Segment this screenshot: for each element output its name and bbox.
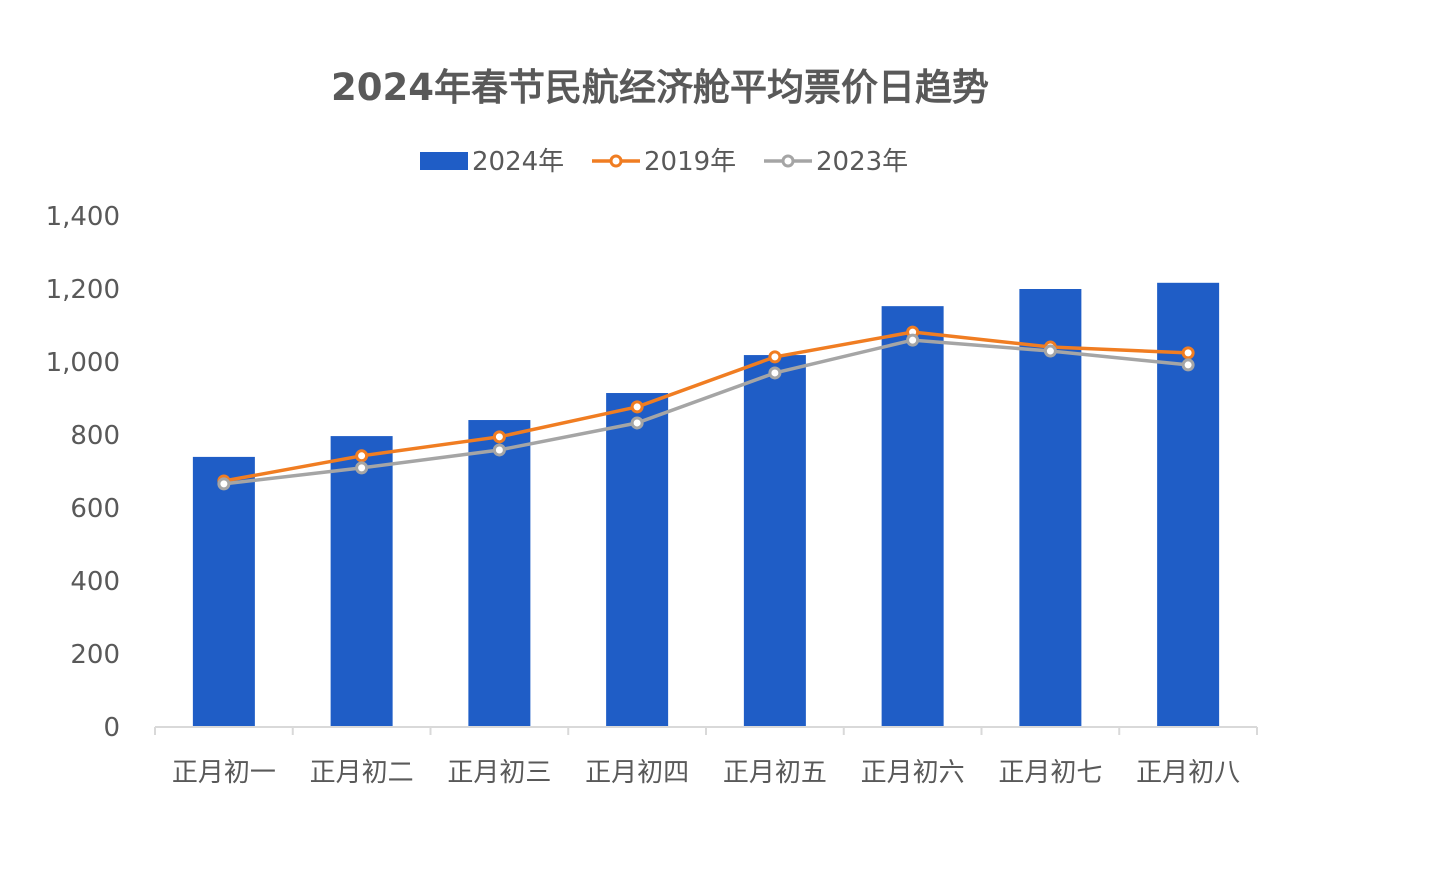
bar-2024年 <box>468 420 531 727</box>
bar-2024年 <box>743 355 806 727</box>
y-tick-label: 1,400 <box>46 202 120 232</box>
x-tick-label: 正月初七 <box>998 758 1102 788</box>
point-2023年 <box>1043 344 1057 358</box>
point-2023年 <box>217 477 231 491</box>
point-2019年 <box>1181 346 1195 360</box>
point-2023年 <box>492 443 506 457</box>
y-tick-label: 1,000 <box>46 348 120 378</box>
y-tick-label: 0 <box>103 713 120 743</box>
legend-marker-2019年 <box>609 154 623 168</box>
x-tick-label: 正月初四 <box>585 758 689 788</box>
x-tick-label: 正月初三 <box>447 758 551 788</box>
x-tick-label: 正月初六 <box>861 758 965 788</box>
legend-label: 2019年 <box>644 147 736 177</box>
x-axis: 正月初一 正月初二 正月初三 正月初四 正月初五 正月初六 正月初七 正月初八 <box>154 726 1258 788</box>
bar-2024年 <box>330 436 393 727</box>
y-tick-label: 400 <box>70 567 120 597</box>
point-2019年 <box>768 350 782 364</box>
legend-label: 2023年 <box>816 147 908 177</box>
bar-2024年 <box>192 456 255 727</box>
bars <box>192 282 1220 727</box>
legend: 2024年 2019年 2023年 <box>420 147 908 177</box>
legend-label: 2024年 <box>472 147 564 177</box>
x-tick-label: 正月初五 <box>723 758 827 788</box>
point-2019年 <box>355 449 369 463</box>
point-2023年 <box>355 461 369 475</box>
legend-swatch-2024年 <box>420 152 468 170</box>
x-tick-label: 正月初二 <box>310 758 414 788</box>
y-tick-label: 600 <box>70 494 120 524</box>
point-2023年 <box>768 366 782 380</box>
bar-2024年 <box>1019 289 1082 727</box>
y-tick-label: 200 <box>70 640 120 670</box>
legend-marker-2023年 <box>781 154 795 168</box>
x-tick-label: 正月初一 <box>172 758 276 788</box>
y-tick-label: 1,200 <box>46 275 120 305</box>
point-2019年 <box>492 430 506 444</box>
lines <box>217 325 1195 491</box>
y-tick-label: 800 <box>70 421 120 451</box>
line-2023年 <box>223 338 1189 486</box>
y-axis: 0 200 400 600 800 1,000 1,200 1,400 <box>46 202 120 743</box>
bar-2024年 <box>606 393 669 727</box>
bar-2024年 <box>881 306 944 727</box>
line-2019年 <box>223 330 1189 483</box>
point-2023年 <box>906 333 920 347</box>
x-tick-label: 正月初八 <box>1136 758 1240 788</box>
point-2023年 <box>1181 358 1195 372</box>
point-2019年 <box>630 400 644 414</box>
point-2023年 <box>630 416 644 430</box>
chart-title: 2024年春节民航经济舱平均票价日趋势 <box>331 66 989 109</box>
